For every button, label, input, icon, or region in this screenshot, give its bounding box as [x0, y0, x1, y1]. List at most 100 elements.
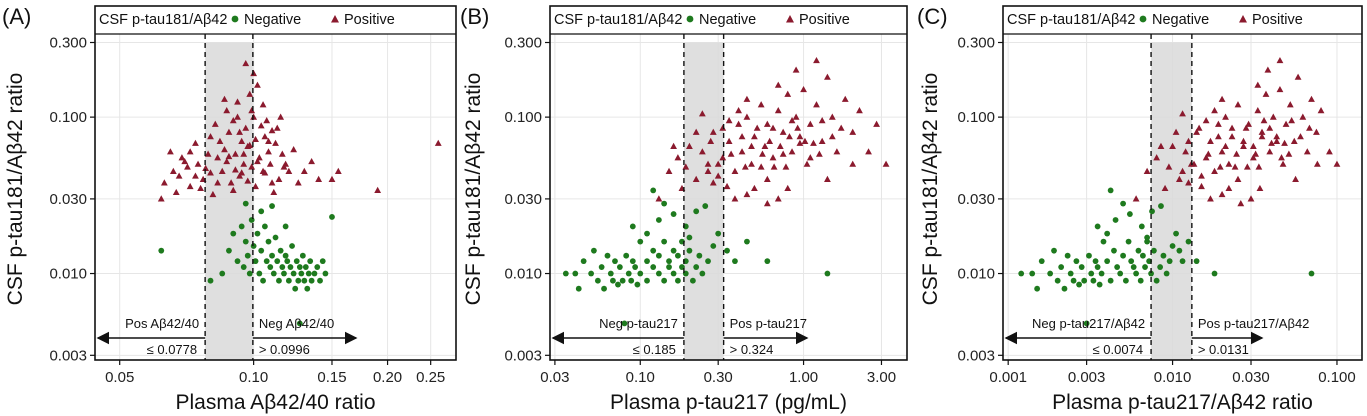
- positive-point: [229, 186, 237, 194]
- negative-point: [1140, 252, 1146, 259]
- negative-point: [302, 264, 309, 270]
- negative-point: [637, 238, 644, 245]
- positive-point: [1198, 172, 1205, 179]
- positive-point: [692, 175, 700, 182]
- positive-point: [207, 169, 214, 176]
- positive-point: [157, 195, 165, 202]
- negative-point: [1158, 203, 1164, 209]
- positive-point: [238, 169, 246, 176]
- x-axis: 0.05 0.10 0.15 0.20 0.25 Plasma Aβ42/40 ratio: [105, 360, 445, 414]
- positive-point: [841, 95, 849, 102]
- positive-point: [757, 163, 765, 170]
- negative-point: [1090, 277, 1097, 284]
- positive-point: [1202, 117, 1210, 124]
- positive-point: [1266, 124, 1274, 131]
- panel-label: (B): [460, 4, 489, 29]
- negative-point: [1112, 217, 1119, 223]
- positive-point: [766, 137, 774, 144]
- legend-negative-marker: [231, 15, 239, 23]
- negative-point: [1094, 264, 1101, 270]
- negative-point: [269, 252, 275, 259]
- negative-point: [1185, 238, 1192, 245]
- negative-point: [1111, 247, 1117, 254]
- negative-point: [1047, 270, 1054, 277]
- negative-point: [644, 230, 650, 237]
- x-tick-label: 0.20: [373, 369, 402, 386]
- negative-point: [1029, 270, 1036, 277]
- legend-title: CSF p-tau181/Aβ42: [1007, 12, 1135, 28]
- positive-point: [1317, 107, 1325, 114]
- positive-point: [704, 167, 712, 174]
- positive-point: [735, 120, 742, 127]
- positive-point: [234, 113, 241, 120]
- positive-point: [1165, 163, 1173, 170]
- positive-point: [748, 142, 755, 149]
- positive-point: [806, 120, 814, 127]
- positive-point: [218, 167, 226, 174]
- x-tick-label: 0.25: [416, 369, 445, 386]
- positive-point: [709, 179, 717, 186]
- positive-point: [1276, 56, 1284, 64]
- positive-point: [1193, 128, 1200, 135]
- legend-negative-marker: [686, 15, 694, 23]
- positive-point: [1207, 195, 1214, 202]
- y-tick-label: 0.010: [957, 266, 995, 283]
- negative-point: [242, 200, 249, 207]
- positive-point: [759, 150, 766, 157]
- positive-point: [1254, 81, 1262, 88]
- negative-point: [1144, 238, 1151, 245]
- positive-point: [796, 133, 804, 140]
- positive-point: [743, 113, 751, 120]
- positive-point: [192, 172, 199, 179]
- negative-point: [230, 230, 237, 237]
- positive-point: [1216, 163, 1224, 170]
- positive-point: [714, 160, 722, 167]
- negative-point: [612, 258, 618, 265]
- positive-point: [1157, 142, 1165, 149]
- positive-point: [849, 160, 857, 167]
- positive-point: [731, 167, 739, 174]
- positive-point: [1225, 160, 1233, 167]
- negative-point: [1149, 208, 1155, 215]
- left-arrow-label: Neg p-tau217: [599, 316, 678, 331]
- negative-point: [1067, 270, 1074, 277]
- positive-point: [774, 81, 782, 88]
- negative-point: [267, 264, 274, 270]
- negative-point: [1064, 252, 1071, 259]
- x-axis-title: Plasma Aβ42/40 ratio: [175, 391, 375, 414]
- positive-point: [1258, 128, 1266, 135]
- positive-point: [261, 133, 269, 140]
- positive-point: [268, 179, 276, 186]
- positive-point: [763, 175, 771, 182]
- positive-point: [1252, 150, 1260, 157]
- positive-point: [776, 142, 784, 149]
- positive-point: [242, 124, 250, 131]
- negative-point: [666, 264, 672, 270]
- positive-point: [1228, 124, 1236, 131]
- y-tick-label: 0.300: [49, 35, 87, 52]
- positive-point: [1258, 133, 1266, 140]
- y-tick-label: 0.300: [504, 35, 542, 52]
- negative-point: [329, 214, 335, 220]
- negative-point: [562, 270, 569, 277]
- x-axis-title: Plasma p-tau217/Aβ42 ratio: [1052, 391, 1313, 414]
- x-tick-label: 0.010: [1154, 369, 1192, 386]
- positive-point: [1225, 184, 1233, 192]
- positive-point: [1214, 120, 1222, 127]
- positive-point: [277, 113, 285, 120]
- negative-point: [254, 230, 261, 237]
- negative-point: [655, 217, 662, 223]
- negative-point: [1094, 223, 1101, 230]
- negative-point: [1135, 247, 1142, 254]
- positive-point: [223, 157, 231, 165]
- positive-point: [725, 137, 733, 144]
- positive-point: [1326, 148, 1333, 155]
- positive-point: [234, 98, 241, 105]
- positive-point: [254, 81, 261, 88]
- positive-point: [1198, 182, 1205, 190]
- positive-point: [1169, 142, 1176, 149]
- negative-point: [1114, 264, 1121, 270]
- negative-point: [256, 270, 263, 277]
- negative-point: [629, 223, 636, 230]
- legend-positive-label: Positive: [1252, 12, 1303, 28]
